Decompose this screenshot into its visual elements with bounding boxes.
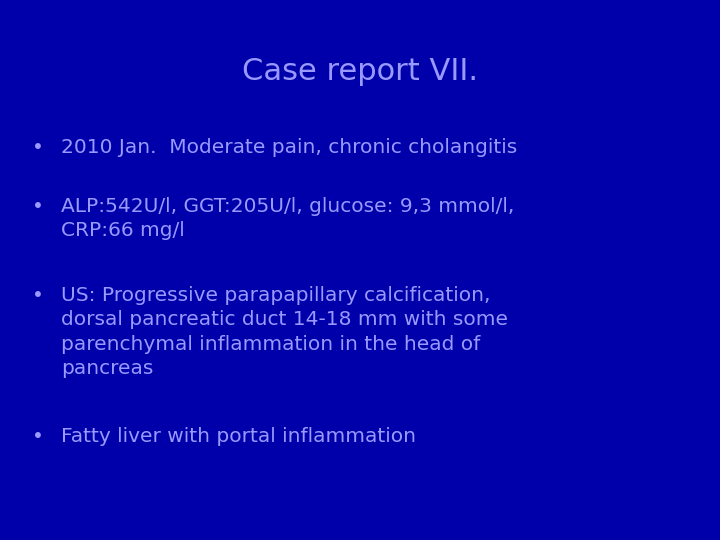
Text: US: Progressive parapapillary calcification,
dorsal pancreatic duct 14-18 mm wit: US: Progressive parapapillary calcificat…: [61, 286, 508, 378]
Text: •: •: [32, 286, 44, 305]
Text: •: •: [32, 138, 44, 157]
Text: Fatty liver with portal inflammation: Fatty liver with portal inflammation: [61, 427, 416, 446]
Text: Case report VII.: Case report VII.: [242, 57, 478, 86]
Text: •: •: [32, 197, 44, 216]
Text: 2010 Jan.  Moderate pain, chronic cholangitis: 2010 Jan. Moderate pain, chronic cholang…: [61, 138, 518, 157]
Text: ALP:542U/l, GGT:205U/l, glucose: 9,3 mmol/l,
CRP:66 mg/l: ALP:542U/l, GGT:205U/l, glucose: 9,3 mmo…: [61, 197, 515, 240]
Text: •: •: [32, 427, 44, 446]
